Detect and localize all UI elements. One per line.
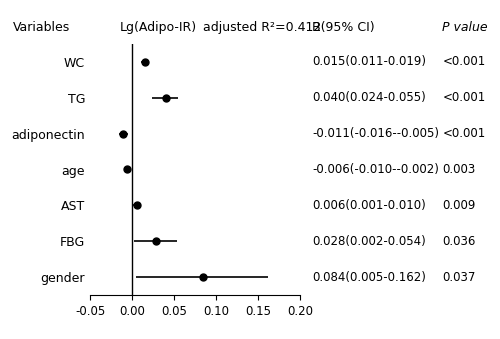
Text: 0.040(0.024-0.055): 0.040(0.024-0.055) (312, 91, 426, 104)
Text: 0.037: 0.037 (442, 271, 476, 283)
Text: <0.001: <0.001 (442, 127, 486, 140)
Text: 0.003: 0.003 (442, 163, 476, 176)
Text: -0.011(-0.016--0.005): -0.011(-0.016--0.005) (312, 127, 440, 140)
Text: -0.006(-0.010--0.002): -0.006(-0.010--0.002) (312, 163, 440, 176)
Text: <0.001: <0.001 (442, 56, 486, 68)
Text: 0.084(0.005-0.162): 0.084(0.005-0.162) (312, 271, 426, 283)
Text: <0.001: <0.001 (442, 91, 486, 104)
Text: 0.006(0.001-0.010): 0.006(0.001-0.010) (312, 199, 426, 212)
Text: Lg(Adipo-IR): Lg(Adipo-IR) (120, 21, 196, 34)
Text: 0.009: 0.009 (442, 199, 476, 212)
Text: adjusted R²=0.412: adjusted R²=0.412 (204, 21, 322, 34)
Text: 0.028(0.002-0.054): 0.028(0.002-0.054) (312, 235, 426, 248)
Text: Variables: Variables (12, 21, 70, 34)
Text: B(95% CI): B(95% CI) (312, 21, 375, 34)
Text: 0.015(0.011-0.019): 0.015(0.011-0.019) (312, 56, 426, 68)
Text: 0.036: 0.036 (442, 235, 476, 248)
Text: P value: P value (442, 21, 488, 34)
